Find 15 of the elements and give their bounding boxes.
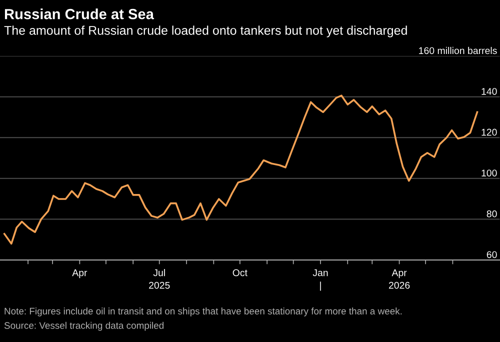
source-note: Source: Vessel tracking data compiled <box>4 322 164 331</box>
y-tick-label: 120 <box>482 128 497 136</box>
x-tick-label: Apr 2026 <box>388 269 410 289</box>
x-tick-label: Apr <box>72 269 88 278</box>
y-tick-label: 160 million barrels <box>419 46 497 54</box>
chart-subtitle: The amount of Russian crude loaded onto tankers but not yet discharged <box>4 26 407 38</box>
y-tick-label: 80 <box>486 210 497 218</box>
y-tick-label: 100 <box>482 170 497 176</box>
y-tick-label: 140 <box>482 88 497 95</box>
chart-title: Russian Crude at Sea <box>4 8 154 20</box>
x-tick-label: Jan | <box>312 269 328 291</box>
x-tick-label: Jul 2025 <box>149 269 170 289</box>
x-tick-label: Oct <box>232 269 248 276</box>
y-tick-label: 60 <box>486 251 497 258</box>
text: Note: Figures include oil in transit and on ships that have been stationary for more than a week. <box>4 308 402 316</box>
